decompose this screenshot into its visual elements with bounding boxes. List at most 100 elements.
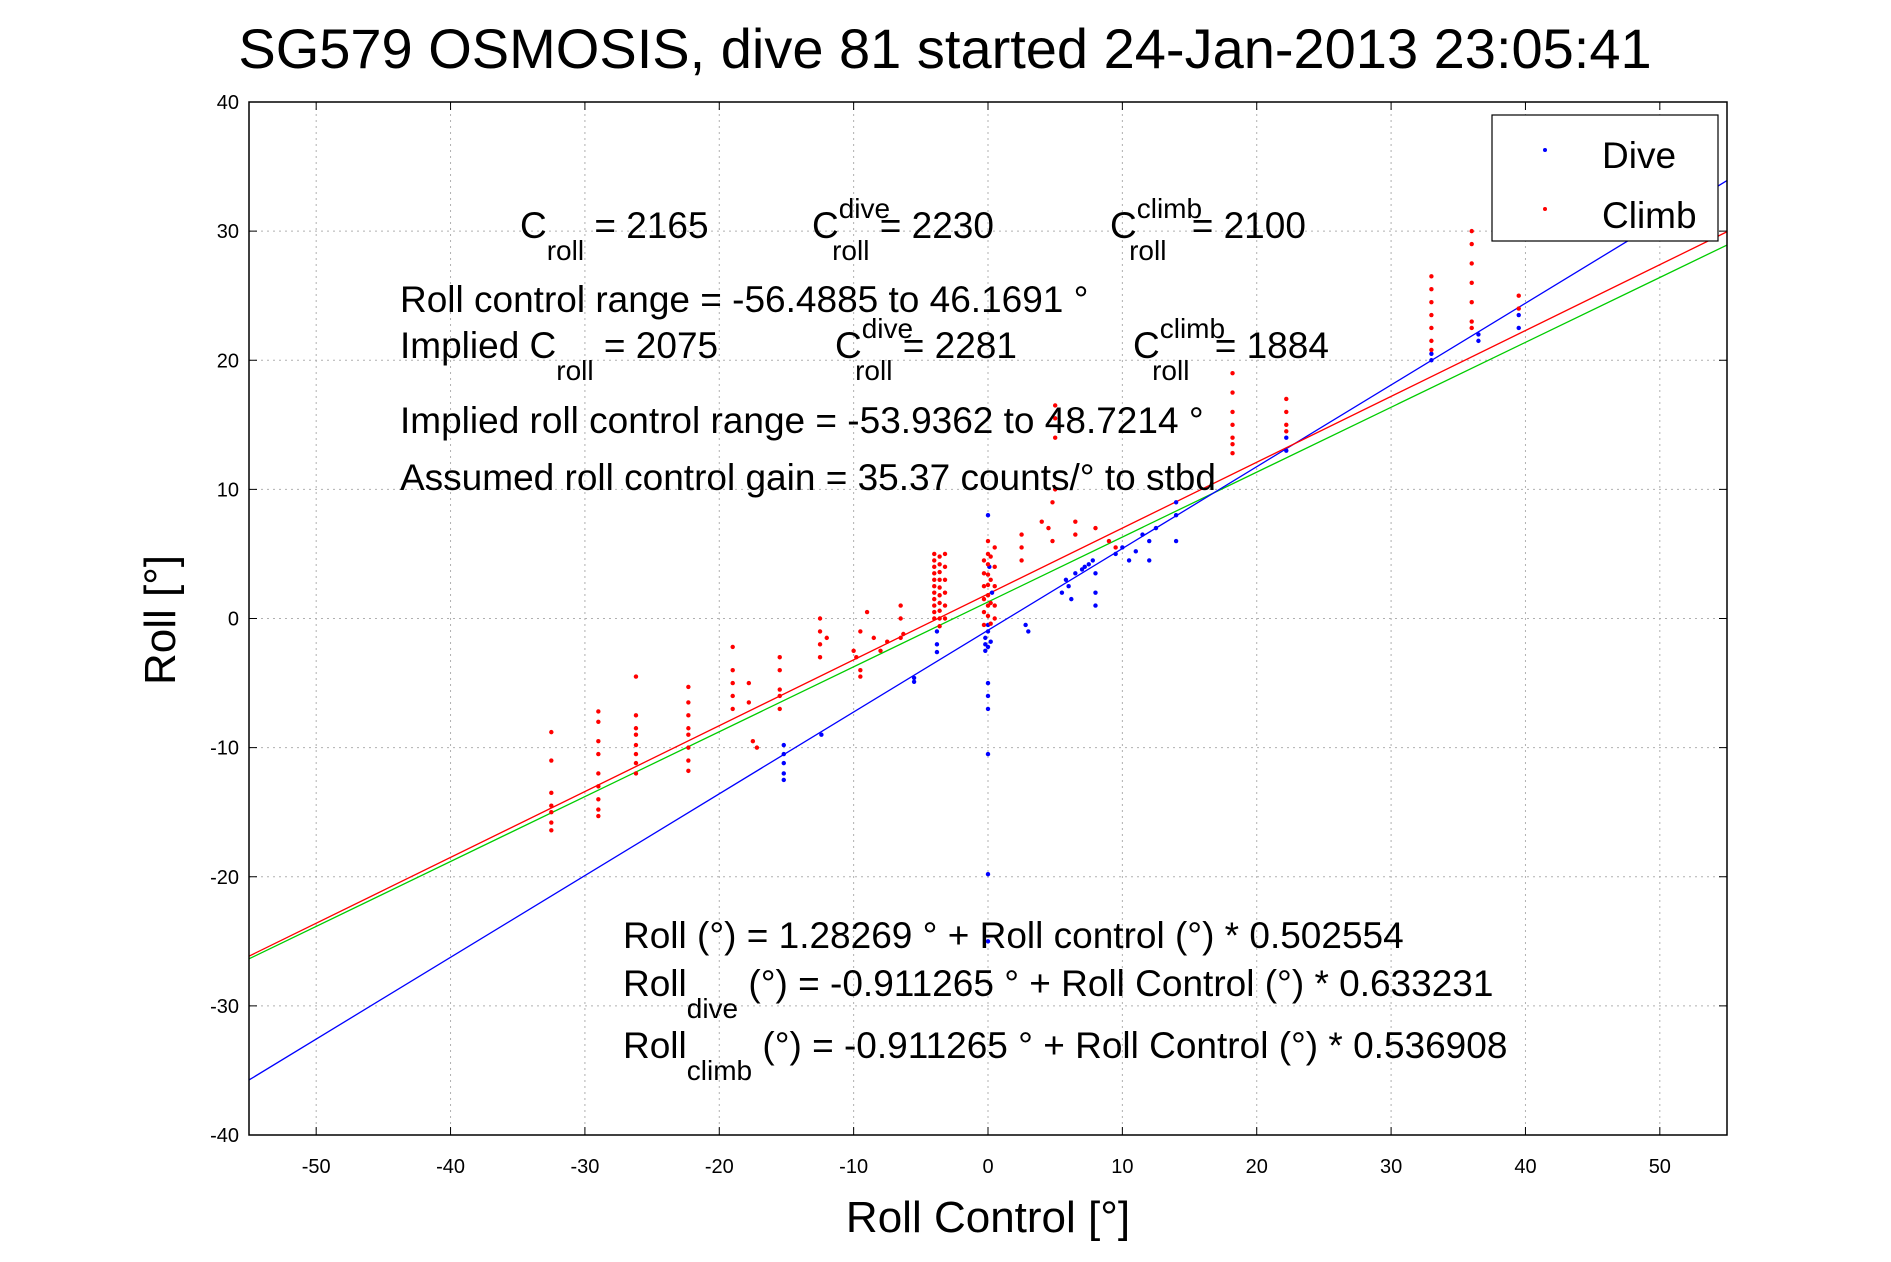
point-dive: [1126, 558, 1132, 563]
point-climb: [858, 667, 863, 673]
point-climb: [1429, 299, 1434, 305]
point-climb: [633, 760, 639, 766]
point-climb: [596, 813, 601, 819]
point-dive: [1133, 549, 1139, 554]
point-climb: [633, 771, 639, 776]
point-dive: [911, 679, 917, 684]
point-climb: [981, 584, 987, 589]
point-climb: [633, 751, 639, 757]
point-dive: [781, 760, 786, 766]
point-climb: [885, 639, 890, 644]
point-climb: [854, 655, 859, 660]
point-climb: [988, 621, 993, 626]
point-climb: [686, 758, 691, 763]
point-climb: [817, 616, 823, 621]
point-climb: [633, 674, 639, 679]
point-climb: [1106, 538, 1112, 544]
point-climb: [932, 584, 937, 589]
point-climb: [932, 609, 937, 615]
point-climb: [1429, 274, 1434, 279]
point-climb: [1230, 370, 1235, 376]
point-climb: [686, 684, 691, 690]
annotations: Croll = 2165 Cdive roll = 2230 Cclimb roll =…: [400, 193, 1507, 1086]
point-climb: [942, 551, 948, 557]
point-climb: [549, 758, 554, 763]
point-climb: [1230, 390, 1235, 395]
y-axis-label: Roll [°]: [136, 555, 185, 685]
point-climb: [981, 596, 987, 602]
x-tick-label: 50: [1649, 1156, 1671, 1178]
point-climb: [596, 797, 601, 802]
x-tick-label: 0: [982, 1156, 993, 1178]
point-climb: [1469, 228, 1474, 234]
y-tick-label: 40: [217, 92, 239, 114]
x-tick-labels: -50 -40 -30 -20 -10 0 10 20 30 40 50: [302, 1156, 1671, 1178]
annotation-line: Croll = 2165: [520, 205, 709, 266]
point-climb: [981, 571, 987, 576]
y-tick-label: -40: [210, 1125, 239, 1147]
point-climb: [777, 687, 782, 692]
point-climb: [1429, 312, 1434, 318]
legend-climb-label: Climb: [1602, 195, 1697, 236]
point-climb: [596, 709, 601, 714]
point-climb: [1429, 338, 1434, 344]
point-dive: [1284, 448, 1289, 453]
x-tick-label: -30: [570, 1156, 599, 1178]
point-climb: [1469, 261, 1474, 266]
x-tick-label: -10: [839, 1156, 868, 1178]
point-climb: [549, 803, 554, 808]
point-climb: [1073, 532, 1078, 537]
point-dive: [989, 590, 995, 595]
point-climb: [942, 616, 948, 621]
x-tick-label: 10: [1111, 1156, 1133, 1178]
point-climb: [898, 635, 903, 641]
point-climb: [878, 648, 883, 653]
point-dive: [1147, 558, 1152, 563]
point-climb: [1052, 487, 1058, 492]
point-dive: [1173, 538, 1179, 544]
point-climb: [1469, 241, 1474, 247]
point-climb: [932, 590, 937, 595]
annotation-line: Cdive roll = 2230: [812, 193, 994, 266]
point-climb: [932, 571, 937, 576]
point-dive: [983, 648, 988, 653]
point-climb: [746, 700, 752, 705]
point-dive: [781, 771, 786, 776]
point-climb: [981, 558, 987, 563]
y-tick-label: 10: [217, 479, 239, 501]
point-climb: [992, 545, 997, 550]
point-climb: [932, 577, 937, 582]
point-dive: [1023, 622, 1028, 628]
point-climb: [596, 751, 601, 757]
point-climb: [686, 713, 691, 718]
point-dive: [985, 706, 991, 712]
point-dive: [819, 732, 824, 737]
point-climb: [985, 582, 991, 588]
point-climb: [549, 729, 554, 735]
annotation-line: Cdive roll = 2281: [835, 313, 1017, 386]
point-climb: [633, 742, 639, 748]
x-tick-label: 40: [1514, 1156, 1536, 1178]
point-climb: [898, 603, 903, 608]
point-climb: [686, 700, 691, 705]
point-dive: [1063, 577, 1069, 582]
plot-frame: [248, 101, 1728, 1136]
legend-box: [1491, 114, 1719, 242]
y-tick-label: 30: [217, 221, 239, 243]
point-climb: [851, 648, 856, 653]
annotation-line: Rollclimb (°) = -0.911265 ° + Roll Contr…: [623, 1025, 1507, 1086]
point-climb: [596, 784, 601, 789]
point-dive: [1093, 603, 1098, 608]
point-dive: [1069, 596, 1074, 602]
point-dive: [934, 629, 940, 634]
point-climb: [932, 596, 937, 602]
point-climb: [549, 828, 554, 833]
point-climb: [932, 564, 937, 570]
point-climb: [932, 551, 937, 557]
point-climb: [1469, 319, 1474, 324]
point-climb: [633, 732, 639, 737]
point-climb: [1113, 545, 1118, 550]
point-dive: [1516, 325, 1521, 331]
point-climb: [988, 577, 993, 582]
point-climb: [1230, 435, 1235, 440]
